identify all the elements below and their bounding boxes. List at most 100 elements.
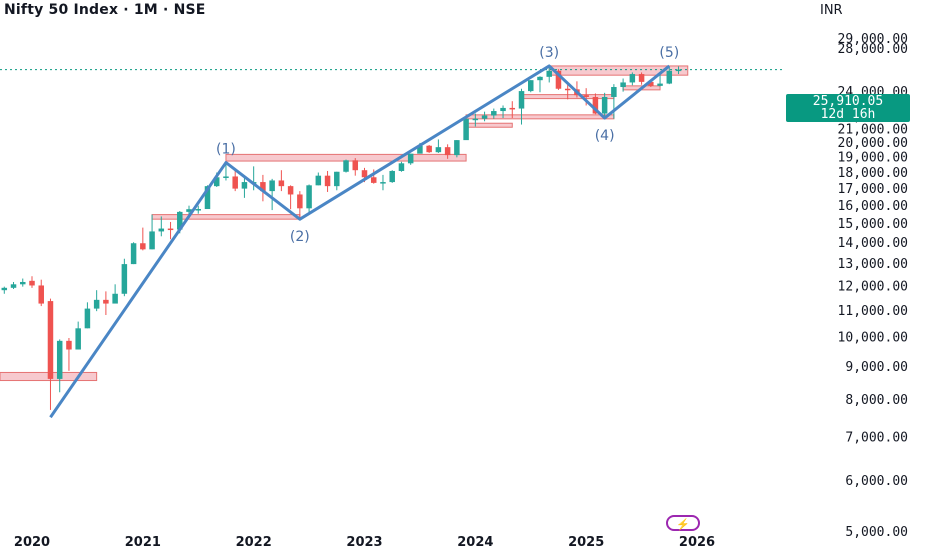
candle-2020-02 bbox=[38, 279, 44, 307]
zone-1 bbox=[151, 214, 301, 220]
candle-2021-11 bbox=[232, 168, 238, 192]
x-tick-label: 2026 bbox=[679, 535, 715, 550]
candle-body bbox=[93, 299, 100, 309]
y-tick-label: 5,000.00 bbox=[845, 525, 908, 540]
candle-2023-04 bbox=[389, 170, 395, 183]
y-tick-label: 17,000.00 bbox=[838, 182, 908, 197]
y-tick-label: 13,000.00 bbox=[838, 257, 908, 272]
candle-2025-05 bbox=[620, 78, 626, 92]
candle-2021-03 bbox=[158, 216, 165, 237]
candle-2022-08 bbox=[315, 172, 322, 186]
candle-2024-01 bbox=[472, 113, 479, 127]
y-tick-label: 28,000.00 bbox=[838, 42, 908, 57]
lightning-bolt-icon[interactable]: ⚡ bbox=[666, 515, 700, 531]
candle-2020-03 bbox=[47, 298, 54, 410]
candle-body bbox=[472, 118, 479, 121]
candle-body bbox=[666, 70, 673, 84]
candle-2025-07 bbox=[638, 72, 645, 85]
candle-2024-06 bbox=[518, 88, 525, 125]
candle-body bbox=[121, 264, 128, 294]
candle-2021-04 bbox=[167, 221, 174, 240]
candle-body bbox=[297, 194, 303, 209]
candle-2024-11 bbox=[564, 84, 571, 100]
candle-body bbox=[564, 88, 571, 91]
y-tick-label: 29,000.00 bbox=[838, 32, 908, 47]
candle-body bbox=[223, 176, 229, 178]
candle-body bbox=[518, 91, 525, 109]
candle-body bbox=[463, 118, 469, 141]
wave-label-1: (1) bbox=[216, 142, 236, 158]
candle-2020-06 bbox=[75, 321, 81, 350]
candle-2023-11 bbox=[454, 140, 460, 158]
candle-body bbox=[140, 243, 146, 250]
last-price-value: 25,910.05 bbox=[812, 94, 884, 109]
candle-body bbox=[629, 74, 636, 83]
candle-body bbox=[657, 83, 663, 86]
candle-2025-10 bbox=[666, 67, 673, 85]
wave-label-4: (4) bbox=[595, 128, 615, 144]
candle-body bbox=[287, 186, 294, 195]
x-tick-label: 2020 bbox=[14, 535, 50, 550]
candle-2021-07 bbox=[195, 205, 201, 214]
candle-body bbox=[491, 111, 497, 116]
y-tick-label: 6,000.00 bbox=[845, 474, 908, 489]
candle-body bbox=[260, 182, 266, 192]
candle-body bbox=[315, 175, 322, 186]
elliott-wave-line bbox=[49, 64, 671, 419]
candle-2021-06 bbox=[186, 205, 192, 215]
candle-body bbox=[435, 147, 442, 153]
candle-2022-12 bbox=[352, 158, 359, 176]
candle-2023-03 bbox=[380, 174, 386, 191]
candle-body bbox=[10, 284, 17, 288]
time-axis[interactable]: 2020 2021 2022 2023 2024 2025 2026 bbox=[14, 535, 715, 550]
candle-body bbox=[555, 70, 562, 89]
candle-2020-10 bbox=[112, 284, 118, 304]
candle-2024-09 bbox=[546, 65, 552, 83]
candle-2024-07 bbox=[528, 80, 534, 93]
candle-body bbox=[444, 147, 451, 156]
candle-body bbox=[352, 160, 359, 171]
y-tick-label: 19,000.00 bbox=[838, 151, 908, 166]
candle-2020-09 bbox=[103, 291, 109, 316]
candle-body bbox=[204, 186, 211, 210]
wave-label-2: (2) bbox=[290, 229, 310, 245]
wave-label-5: (5) bbox=[659, 45, 679, 61]
candle-body bbox=[407, 153, 414, 164]
supply-demand-zones bbox=[0, 65, 689, 382]
candle-body bbox=[1, 287, 8, 291]
candle-body bbox=[417, 145, 423, 154]
candle-2025-03 bbox=[601, 92, 608, 117]
candle-body bbox=[158, 228, 165, 232]
zone-4 bbox=[465, 114, 615, 120]
candle-body bbox=[638, 74, 645, 82]
candle-body bbox=[278, 180, 285, 187]
candle-body bbox=[306, 185, 312, 209]
candle-body bbox=[675, 69, 682, 72]
candle-body bbox=[213, 177, 220, 187]
candle-2020-08 bbox=[93, 290, 100, 312]
candle-2022-10 bbox=[334, 171, 340, 191]
candle-body bbox=[29, 280, 35, 286]
zone-3 bbox=[465, 122, 513, 128]
wave-labels: (1) (2) (3) (4) (5) bbox=[216, 45, 679, 245]
candle-body bbox=[583, 95, 589, 97]
y-tick-label: 9,000.00 bbox=[845, 360, 908, 375]
candle-2022-07 bbox=[306, 184, 312, 214]
y-tick-label: 7,000.00 bbox=[845, 431, 908, 446]
candle-2021-02 bbox=[149, 214, 155, 250]
y-tick-label: 15,000.00 bbox=[838, 217, 908, 232]
y-tick-label: 8,000.00 bbox=[845, 393, 908, 408]
candle-2021-01 bbox=[140, 227, 146, 251]
candle-body bbox=[648, 81, 654, 86]
y-tick-label: 21,000.00 bbox=[838, 123, 908, 138]
price-axis-background bbox=[784, 0, 932, 550]
candle-2023-08 bbox=[426, 145, 432, 153]
x-tick-label: 2024 bbox=[457, 535, 493, 550]
candle-body bbox=[370, 177, 377, 183]
candle-2024-02 bbox=[481, 111, 488, 122]
x-tick-label: 2022 bbox=[236, 535, 272, 550]
currency-label[interactable]: INR bbox=[820, 3, 843, 18]
y-tick-label: 10,000.00 bbox=[838, 331, 908, 346]
candle-2021-10 bbox=[223, 162, 229, 181]
